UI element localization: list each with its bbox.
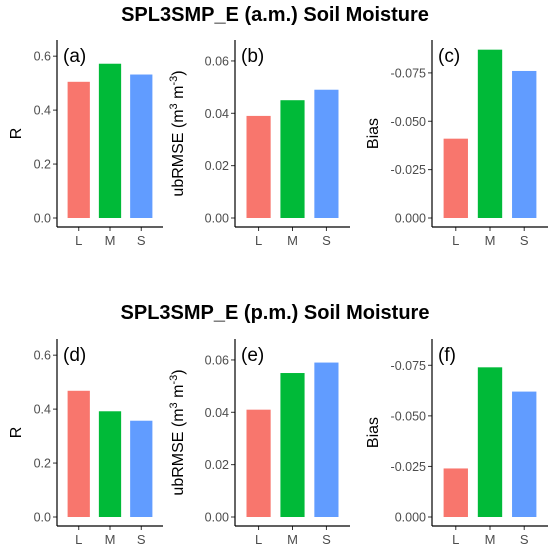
bottom-section-title: SPL3SMP_E (p.m.) Soil Moisture	[120, 302, 430, 324]
x-tick-label: L	[452, 233, 459, 248]
bar-S	[130, 420, 153, 517]
y-axis-title: Bias	[365, 417, 382, 448]
x-tick-label: M	[105, 532, 116, 547]
bar-L	[443, 468, 468, 517]
y-axis-title: R	[8, 427, 25, 439]
bar-S	[130, 74, 153, 218]
y-tick-label: 0.6	[34, 349, 51, 363]
x-tick-label: S	[520, 532, 529, 547]
x-tick-label: L	[255, 532, 262, 547]
bar-L	[246, 115, 271, 218]
x-tick-label: L	[452, 532, 459, 547]
y-tick-label: 0.4	[34, 104, 51, 118]
y-tick-label: 0.04	[205, 406, 229, 420]
y-tick-label: 0.2	[34, 158, 51, 172]
x-tick-label: L	[255, 233, 262, 248]
y-tick-label: -0.075	[391, 359, 426, 373]
y-tick-label: -0.025	[391, 460, 426, 474]
bar-L	[246, 409, 271, 517]
y-tick-label: 0.0	[34, 511, 51, 525]
y-tick-label: 0.00	[205, 511, 229, 525]
x-tick-label: S	[137, 532, 146, 547]
y-tick-label: 0.04	[205, 107, 229, 121]
x-tick-label: M	[485, 532, 496, 547]
panel-d: L M S 0.0 0.2 0.4 0.6 (d) R	[8, 339, 163, 547]
bar-M	[98, 411, 122, 517]
panel-label: (a)	[63, 46, 86, 67]
y-tick-label: -0.050	[391, 115, 426, 129]
y-axis-title: Bias	[365, 118, 382, 149]
bar-S	[512, 391, 537, 517]
y-tick-label: 0.2	[34, 457, 51, 471]
y-axis-title: ubRMSE (m3 m-3)	[168, 369, 187, 495]
bar-S	[314, 362, 339, 517]
panel-label: (e)	[241, 345, 264, 366]
x-tick-label: M	[485, 233, 496, 248]
panel-label: (f)	[438, 345, 456, 366]
bar-M	[477, 49, 503, 218]
bar-M	[280, 100, 305, 218]
x-tick-label: S	[322, 532, 331, 547]
y-tick-label: 0.4	[34, 403, 51, 417]
x-tick-label: S	[520, 233, 529, 248]
y-tick-label: -0.075	[391, 66, 426, 80]
bar-M	[98, 63, 122, 218]
y-axis-title: ubRMSE (m3 m-3)	[168, 70, 187, 196]
y-axis-title: R	[8, 128, 25, 140]
y-tick-label: 0.000	[395, 511, 426, 525]
top-section-title: SPL3SMP_E (a.m.) Soil Moisture	[121, 4, 429, 26]
y-tick-label: 0.06	[205, 353, 229, 367]
y-tick-label: 0.06	[205, 54, 229, 68]
y-tick-label: 0.02	[205, 159, 229, 173]
y-tick-label: 0.02	[205, 458, 229, 472]
panel-label: (b)	[241, 46, 264, 67]
bar-L	[67, 390, 90, 517]
bar-M	[477, 367, 503, 517]
panel-a: L M S 0.0 0.2 0.4 0.6 (a) R	[8, 40, 163, 248]
panel-b: L M S 0.00 0.02 0.04 0.06 (b) ubRMSE (m3 m-3)	[168, 40, 350, 248]
y-tick-label: 0.0	[34, 212, 51, 226]
panel-label: (c)	[438, 46, 460, 67]
x-tick-label: M	[287, 532, 298, 547]
bar-L	[67, 81, 90, 218]
y-tick-label: 0.00	[205, 212, 229, 226]
panel-label: (d)	[63, 345, 86, 366]
y-tick-label: 0.000	[395, 212, 426, 226]
panel-c: L M S 0.000 -0.025 -0.050 -0.075 (c) Bias	[365, 40, 548, 248]
x-tick-label: S	[322, 233, 331, 248]
x-tick-label: M	[105, 233, 116, 248]
x-tick-label: M	[287, 233, 298, 248]
x-tick-label: L	[75, 532, 82, 547]
panel-f: L M S 0.000 -0.025 -0.050 -0.075 (f) Bias	[365, 339, 548, 547]
x-tick-label: L	[75, 233, 82, 248]
bar-S	[314, 89, 339, 218]
bar-S	[512, 70, 537, 219]
x-tick-label: S	[137, 233, 146, 248]
panel-e: L M S 0.00 0.02 0.04 0.06 (e) ubRMSE (m3 m-3)	[168, 339, 350, 547]
bar-M	[280, 373, 305, 517]
y-tick-label: -0.050	[391, 409, 426, 423]
y-tick-label: -0.025	[391, 163, 426, 177]
y-tick-label: 0.6	[34, 50, 51, 64]
bar-L	[443, 138, 468, 218]
